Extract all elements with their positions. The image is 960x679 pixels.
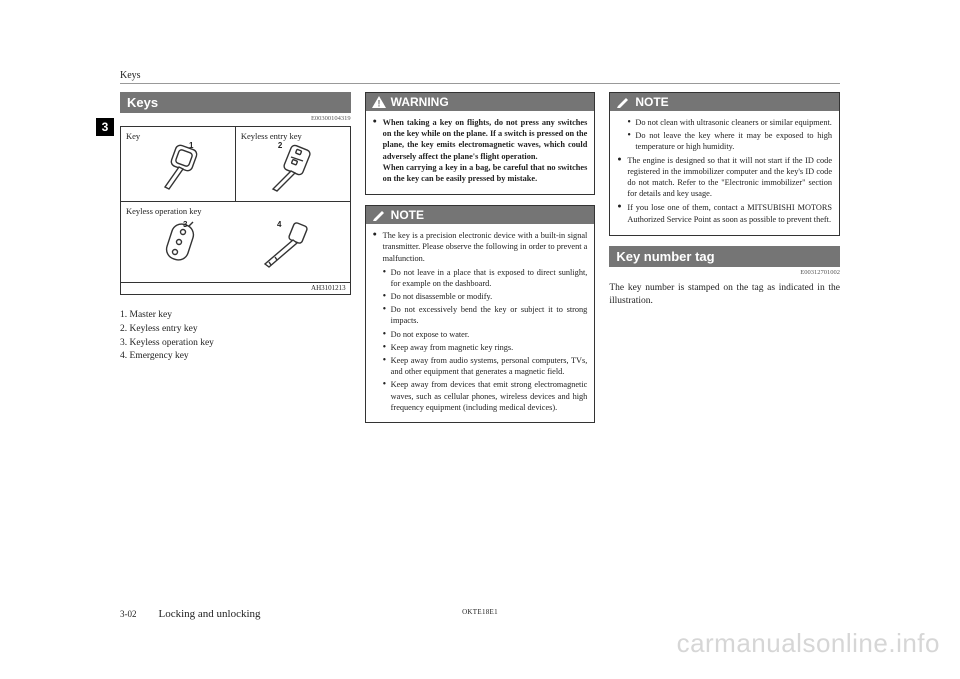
key-num-3: 3 bbox=[183, 220, 187, 229]
legend-item: 3. Keyless operation key bbox=[120, 337, 351, 351]
note-sub: Keep away from devices that emit strong … bbox=[373, 379, 588, 413]
chapter-tab: 3 bbox=[96, 118, 114, 136]
note-body: The key is a precision electronic device… bbox=[366, 224, 595, 422]
note-bullet: If you lose one of them, contact a MITSU… bbox=[617, 202, 832, 224]
note-sub: Do not excessively bend the key or subje… bbox=[373, 304, 588, 326]
doc-id: OKTE18E1 bbox=[462, 608, 498, 616]
key-legend-list: 1. Master key 2. Keyless entry key 3. Ke… bbox=[120, 309, 351, 364]
note-label: NOTE bbox=[391, 208, 424, 222]
running-head: Keys bbox=[120, 70, 840, 84]
keyless-operation-key-icon bbox=[143, 218, 213, 274]
key-cell-3-label: Keyless operation key bbox=[126, 206, 202, 216]
note-sub: Keep away from audio systems, personal c… bbox=[373, 355, 588, 377]
note-sub: Do not clean with ultrasonic cleaners or… bbox=[617, 117, 832, 128]
warning-head: ! WARNING bbox=[366, 93, 595, 111]
section-title-keys: Keys bbox=[120, 92, 351, 113]
note-sub: Keep away from magnetic key rings. bbox=[373, 342, 588, 353]
warning-text: When carrying a key in a bag, be careful… bbox=[383, 163, 588, 183]
pencil-icon bbox=[372, 209, 386, 221]
page-number: 3-02 bbox=[120, 609, 137, 619]
warning-text: When taking a key on flights, do not pre… bbox=[383, 118, 588, 161]
warning-triangle-icon: ! bbox=[372, 96, 386, 108]
key-num-4: 4 bbox=[277, 220, 281, 229]
illustration-code: AH3101213 bbox=[121, 283, 350, 294]
key-illustration-box: Key 1 Keyless entry key 2 bbox=[120, 126, 351, 295]
note-bullet: The engine is designed so that it will n… bbox=[617, 155, 832, 200]
watermark: carmanualsonline.info bbox=[677, 628, 940, 659]
note-head: NOTE bbox=[610, 93, 839, 111]
note-head: NOTE bbox=[366, 206, 595, 224]
pencil-icon bbox=[616, 96, 630, 108]
note-sub: Do not disassemble or modify. bbox=[373, 291, 588, 302]
key-num-1: 1 bbox=[189, 141, 193, 150]
key-cell-3: Keyless operation key 3 4 bbox=[121, 202, 350, 282]
section-title-keynum: Key number tag bbox=[609, 246, 840, 267]
note-body: Do not clean with ultrasonic cleaners or… bbox=[610, 111, 839, 235]
note-sub: Do not leave in a place that is exposed … bbox=[373, 267, 588, 289]
note-sub: Do not expose to water. bbox=[373, 329, 588, 340]
keynum-text: The key number is stamped on the tag as … bbox=[609, 282, 840, 309]
column-1: Keys E00300104319 Key 1 bbox=[120, 92, 351, 433]
note-lead: The key is a precision electronic device… bbox=[373, 230, 588, 264]
manual-page: Keys 3 Keys E00300104319 Key 1 bbox=[120, 70, 840, 620]
key-cell-2: Keyless entry key 2 bbox=[236, 127, 350, 201]
note-callout-2: NOTE Do not clean with ultrasonic cleane… bbox=[609, 92, 840, 236]
key-cell-1: Key 1 bbox=[121, 127, 236, 201]
note-callout: NOTE The key is a precision electronic d… bbox=[365, 205, 596, 423]
note-label: NOTE bbox=[635, 95, 668, 109]
legend-item: 2. Keyless entry key bbox=[120, 323, 351, 337]
column-3: NOTE Do not clean with ultrasonic cleane… bbox=[609, 92, 840, 433]
note-sub: Do not leave the key where it may be exp… bbox=[617, 130, 832, 152]
warning-label: WARNING bbox=[391, 95, 449, 109]
key-num-2: 2 bbox=[278, 141, 282, 150]
column-2: ! WARNING When taking a key on flights, … bbox=[365, 92, 596, 433]
master-key-icon bbox=[143, 143, 213, 193]
legend-item: 1. Master key bbox=[120, 309, 351, 323]
svg-text:!: ! bbox=[377, 99, 380, 109]
column-layout: Keys E00300104319 Key 1 bbox=[120, 92, 840, 433]
emergency-key-icon bbox=[247, 218, 327, 274]
section-code: E00300104319 bbox=[120, 115, 351, 122]
legend-item: 4. Emergency key bbox=[120, 350, 351, 364]
warning-callout: ! WARNING When taking a key on flights, … bbox=[365, 92, 596, 195]
keyless-entry-key-icon bbox=[253, 143, 333, 193]
section-code: E00312701002 bbox=[609, 269, 840, 276]
warning-item: When taking a key on flights, do not pre… bbox=[373, 117, 588, 184]
footer-section: Locking and unlocking bbox=[159, 608, 261, 620]
key-cell-2-label: Keyless entry key bbox=[241, 131, 302, 141]
page-footer: 3-02 Locking and unlocking OKTE18E1 bbox=[120, 608, 840, 620]
warning-body: When taking a key on flights, do not pre… bbox=[366, 111, 595, 194]
key-cell-1-label: Key bbox=[126, 131, 140, 141]
